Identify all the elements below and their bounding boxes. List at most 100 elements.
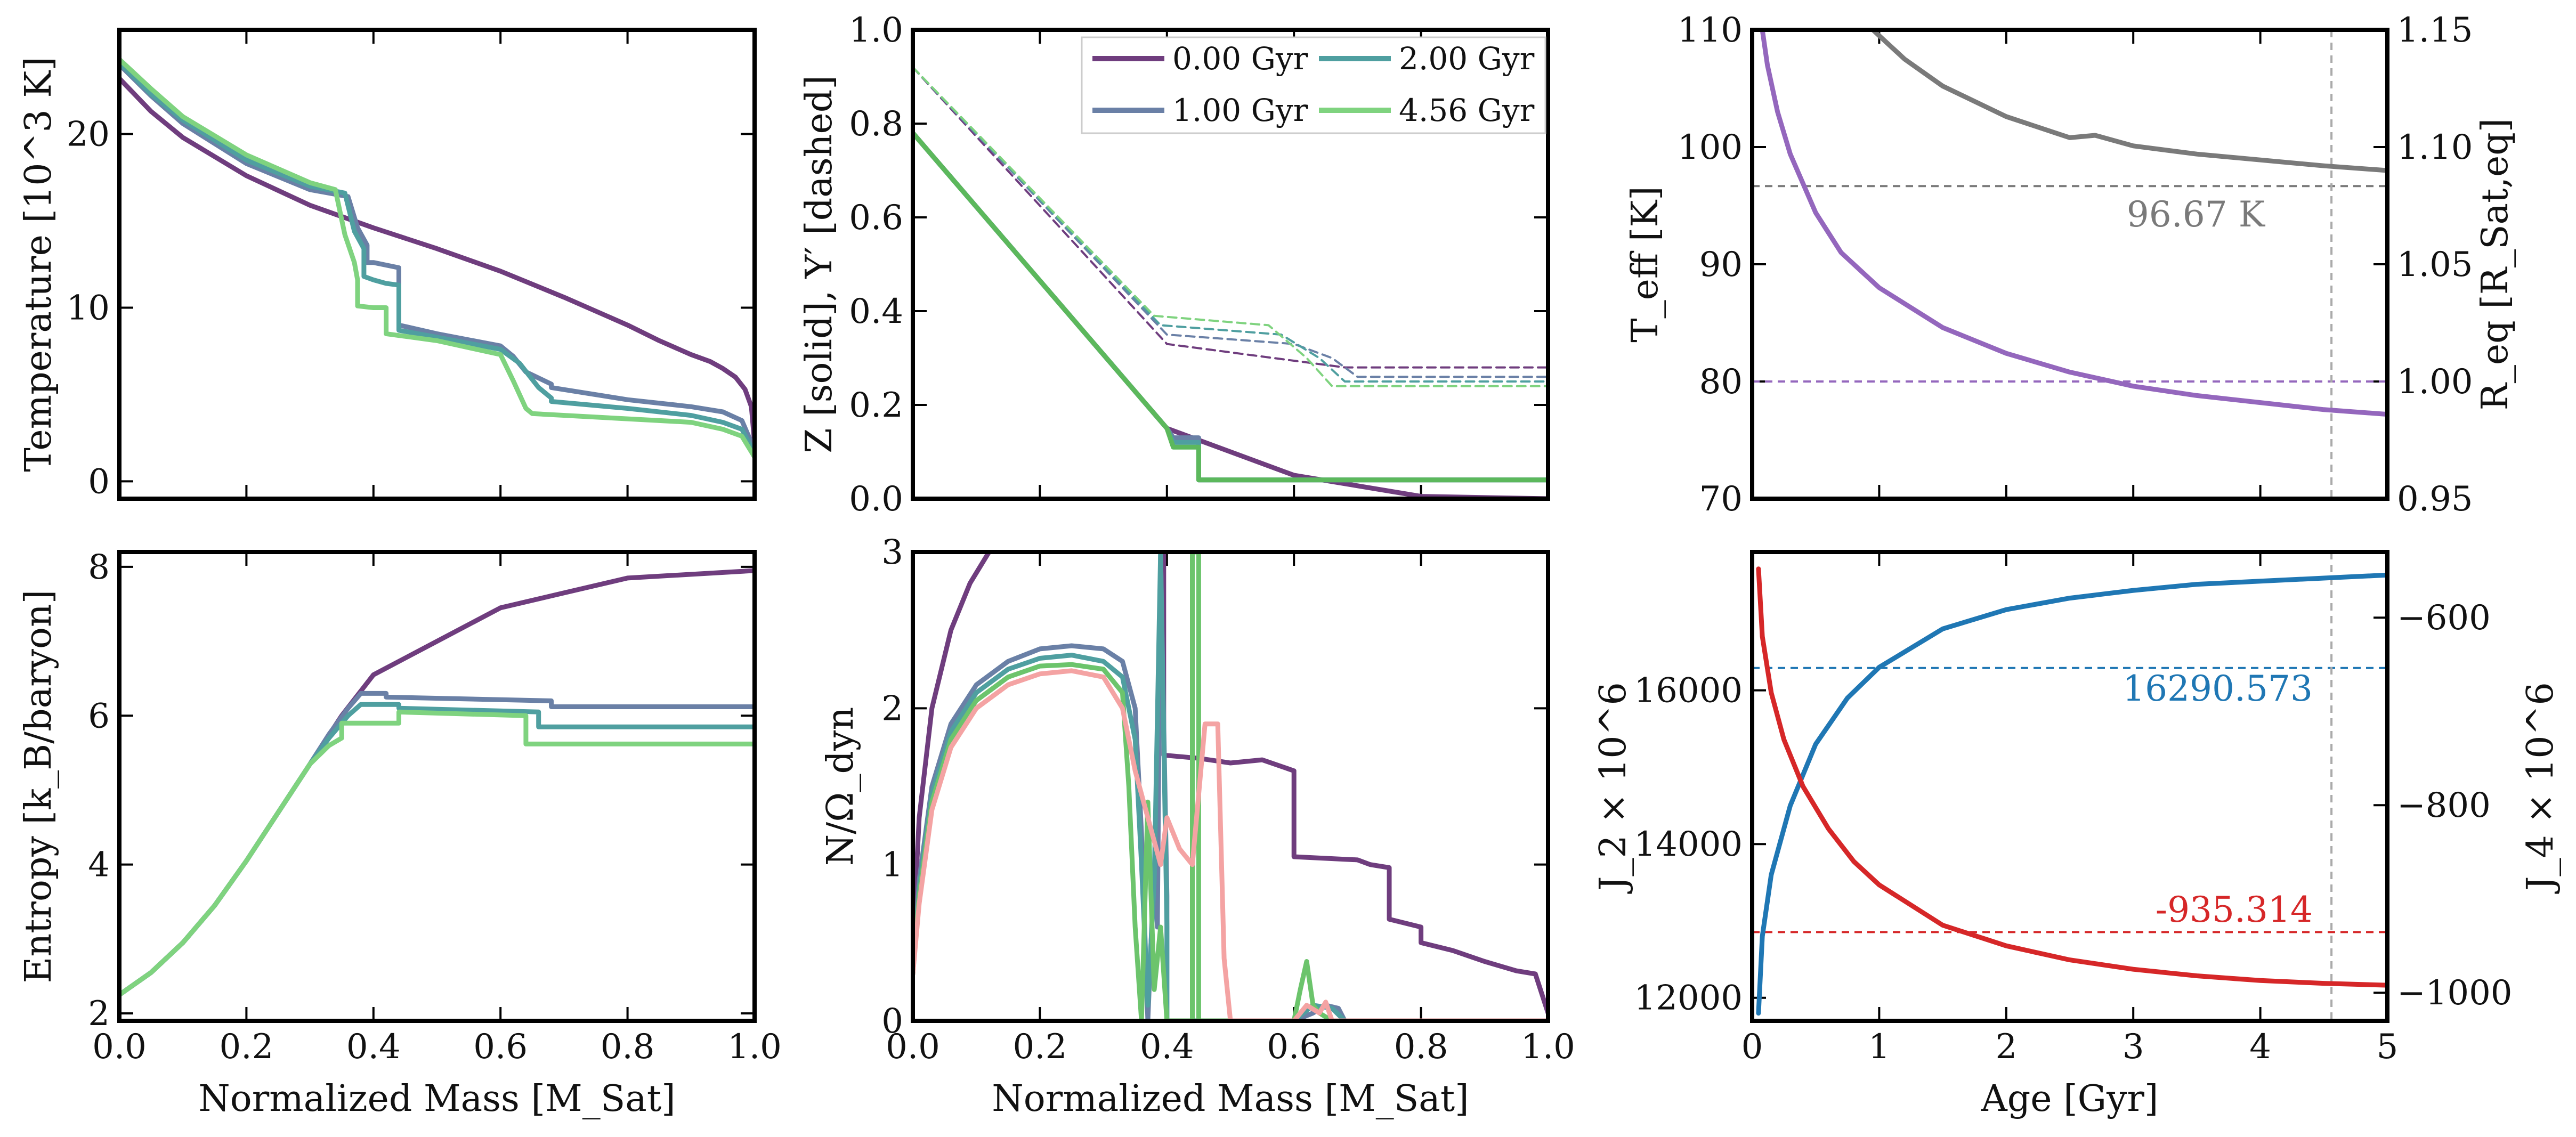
temperature-plot-area bbox=[119, 56, 755, 460]
y-tick-label: 0.6 bbox=[849, 198, 903, 238]
y-right-tick-label: −1000 bbox=[2397, 973, 2513, 1013]
age-xlabel: Age [Gyr] bbox=[1981, 1078, 2159, 1120]
y-right-tick-label: 0.95 bbox=[2397, 480, 2473, 519]
x-tick-label: 1.0 bbox=[727, 1027, 782, 1067]
series-line-2-00-gyr bbox=[119, 60, 755, 456]
temperature-data bbox=[119, 56, 755, 460]
gravity-moments-plot-area bbox=[1752, 552, 2387, 1021]
entropy-plot-area bbox=[119, 568, 755, 997]
y-tick-label: 80 bbox=[1699, 362, 1743, 402]
panel-entropy: 0.0 0.2 0.4 0.6 0.8 1.0 2 4 6 8 Entropy [k_B/bary… bbox=[18, 548, 782, 1120]
legend-label: 0.00 Gyr bbox=[1172, 40, 1308, 77]
series-line-4-56-gyr-z bbox=[913, 131, 1548, 483]
x-tick-label: 0.2 bbox=[220, 1027, 274, 1067]
y-tick-label: 3 bbox=[881, 533, 903, 572]
series-line-4-56-gyr bbox=[119, 709, 755, 997]
y-tick-label: 90 bbox=[1699, 245, 1743, 285]
entropy-frame bbox=[117, 550, 757, 1023]
composition-frame bbox=[911, 28, 1550, 501]
brunt-plot-area bbox=[913, 552, 1548, 1021]
series-line-4-56-gyr bbox=[119, 56, 755, 460]
y-tick-label: 10 bbox=[67, 288, 110, 328]
x-tick-label: 0.0 bbox=[92, 1027, 147, 1067]
y-tick-label: 14000 bbox=[1634, 825, 1743, 864]
y-tick-label: 12000 bbox=[1634, 979, 1743, 1018]
series-line-0-00-gyr bbox=[913, 552, 992, 945]
y-tick-label: 0 bbox=[881, 1002, 903, 1041]
brunt-xlabel: Normalized Mass [M_Sat] bbox=[992, 1078, 1469, 1120]
teff-radius-data bbox=[1752, 30, 2387, 499]
series-line-r-eq bbox=[1760, 30, 2387, 417]
y-tick-label: 1.0 bbox=[849, 11, 903, 50]
x-tick-label: 0.0 bbox=[886, 1027, 940, 1067]
panel-composition: 0.0 0.2 0.4 0.6 0.8 1.0 Z [solid], Y′ [dashed… bbox=[798, 11, 1550, 519]
y-right-tick-label: 1.15 bbox=[2397, 11, 2473, 50]
y-tick-label: 0.4 bbox=[849, 292, 903, 331]
j2-reference-annotation: 16290.573 bbox=[2123, 668, 2313, 709]
series-line-j4 bbox=[1756, 566, 2387, 988]
x-tick-label: 3 bbox=[2123, 1027, 2144, 1067]
panel-brunt: 0.0 0.2 0.4 0.6 0.8 1.0 0 1 2 3 N/Ω_dyn Normalize… bbox=[820, 533, 1575, 1120]
series-line-4-56-gyr-y bbox=[913, 66, 1548, 387]
y-tick-label: 0.2 bbox=[849, 386, 903, 425]
x-tick-label: 1.0 bbox=[1521, 1027, 1575, 1067]
x-tick-label: 0.2 bbox=[1013, 1027, 1067, 1067]
teff-ylabel: T_eff [K] bbox=[1624, 186, 1666, 342]
x-tick-label: 0.6 bbox=[1267, 1027, 1321, 1067]
y-tick-label: 0.0 bbox=[849, 480, 903, 519]
entropy-xlabel: Normalized Mass [M_Sat] bbox=[198, 1078, 675, 1120]
gravity-moments-data bbox=[1752, 552, 2387, 1021]
gravity-moments-frame bbox=[1750, 550, 2389, 1023]
j2-ylabel: J_2 × 10^6 bbox=[1592, 682, 1634, 894]
x-tick-label: 0.6 bbox=[473, 1027, 528, 1067]
x-tick-label: 1 bbox=[1868, 1027, 1890, 1067]
temperature-ylabel: Temperature [10^3 K] bbox=[18, 56, 60, 472]
series-line-4-56-gyr bbox=[913, 552, 1548, 1021]
entropy-data bbox=[119, 568, 755, 997]
legend: 0.00 Gyr 1.00 Gyr 2.00 Gyr 4.56 Gyr bbox=[1081, 36, 1546, 134]
y-right-tick-label: −800 bbox=[2397, 786, 2491, 825]
y-tick-label: 2 bbox=[881, 689, 903, 728]
series-line-j2 bbox=[1756, 572, 2387, 1016]
x-tick-label: 0.4 bbox=[346, 1027, 401, 1067]
teff-reference-annotation: 96.67 K bbox=[2127, 194, 2266, 235]
composition-ylabel: Z [solid], Y′ [dashed] bbox=[798, 75, 840, 453]
y-tick-label: 6 bbox=[88, 696, 110, 736]
x-tick-label: 4 bbox=[2249, 1027, 2271, 1067]
y-right-tick-label: −600 bbox=[2397, 598, 2491, 638]
series-line-2-00-gyr bbox=[913, 552, 1548, 1021]
legend-box bbox=[1081, 36, 1546, 134]
x-tick-label: 0.8 bbox=[1394, 1027, 1448, 1067]
y-right-tick-label: 1.05 bbox=[2397, 245, 2473, 285]
series-line-0-00-gyr bbox=[119, 76, 755, 446]
y-right-tick-label: 1.00 bbox=[2397, 362, 2473, 402]
y-tick-label: 16000 bbox=[1634, 671, 1743, 711]
y-tick-label: 2 bbox=[88, 994, 110, 1034]
y-right-tick-label: 1.10 bbox=[2397, 128, 2473, 167]
legend-label: 4.56 Gyr bbox=[1399, 92, 1535, 128]
entropy-ylabel: Entropy [k_B/baryon] bbox=[18, 590, 60, 984]
teff-radius-frame bbox=[1750, 28, 2389, 501]
x-tick-label: 0.8 bbox=[601, 1027, 655, 1067]
x-tick-label: 5 bbox=[2377, 1027, 2399, 1067]
j4-reference-annotation: -935.314 bbox=[2156, 889, 2313, 930]
panel-gravity-moments: 0 1 2 3 4 5 12000 14000 16000 −1000 −800 −600 J_2 ×… bbox=[1592, 550, 2562, 1120]
temperature-frame bbox=[117, 28, 757, 501]
series-line-t-eff bbox=[1870, 30, 2387, 173]
brunt-data bbox=[913, 552, 1548, 1021]
radius-ylabel: R_eq [R_Sat,eq] bbox=[2474, 118, 2516, 411]
series-line-4-56-gyr-light bbox=[913, 668, 1548, 1021]
composition-ticks: 0.0 0.2 0.4 0.6 0.8 1.0 bbox=[849, 11, 1549, 519]
panel-temperature: 0 10 20 Temperature [10^3 K] bbox=[18, 28, 757, 501]
y-tick-label: 20 bbox=[67, 115, 110, 155]
y-tick-label: 100 bbox=[1678, 128, 1743, 167]
legend-label: 1.00 Gyr bbox=[1172, 92, 1308, 128]
brunt-ylabel: N/Ω_dyn bbox=[820, 707, 862, 866]
y-tick-label: 8 bbox=[88, 548, 110, 587]
teff-radius-plot-area bbox=[1752, 30, 2387, 499]
j4-ylabel: J_4 × 10^6 bbox=[2520, 682, 2562, 894]
x-tick-label: 0.4 bbox=[1140, 1027, 1194, 1067]
panel-teff-radius: 70 80 90 100 110 0.95 1.00 1.05 1.10 1.15 T_eff [… bbox=[1624, 11, 2516, 519]
